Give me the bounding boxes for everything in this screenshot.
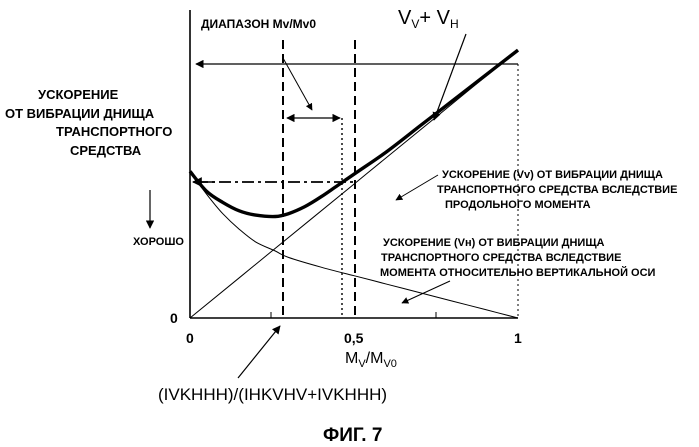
sum-label-plus: + V [419,7,450,29]
y-title-line-3: ТРАНСПОРТНОГО [56,124,172,139]
sum-label-leader [434,34,466,120]
x-label-m2: M [370,350,383,367]
y-axis-title: УСКОРЕНИЕ ОТ ВИБРАЦИИ ДНИЩА ТРАНСПОРТНОГ… [5,87,172,158]
vh-annotation-leader [402,281,450,303]
x-tick-label-0: 0 [186,330,194,346]
vh-annotation-line-2: ТРАНСПОРТНОГО СРЕДСТВА ВСЛЕДСТВИЕ [381,252,621,264]
good-label: ХОРОШО [133,236,184,248]
y-tick-label-0: 0 [170,310,178,326]
range-label-leader [283,58,312,110]
vv-annotation: УСКОРЕНИЕ (Vv) ОТ ВИБРАЦИИ ДНИЩА ТРАНСПО… [437,169,677,211]
vh-annotation-line-1: УСКОРЕНИЕ (Vн) ОТ ВИБРАЦИИ ДНИЩА [383,237,605,249]
formula-label: (IVKHHH)/(IHKVHV+IVKHHH) [158,385,387,404]
x-label-sub2: V0 [383,358,396,370]
y-title-line-4: СРЕДСТВА [70,143,142,158]
sum-label: VV+ VH [398,7,459,31]
x-tick-label-0-5: 0,5 [344,330,364,346]
vh-annotation-line-3: МОМЕНТА ОТНОСИТЕЛЬНО ВЕРТИКАЛЬНОЙ ОСИ [380,266,656,279]
range-label: ДИАПАЗОН Mv/Mv0 [201,17,316,31]
figure-caption: ФИГ. 7 [323,425,382,446]
vh-annotation: УСКОРЕНИЕ (Vн) ОТ ВИБРАЦИИ ДНИЩА ТРАНСПО… [380,237,656,279]
sum-label-sub1: V [411,17,419,31]
x-label-m1: M [345,350,358,367]
vv-annotation-leader [396,175,438,200]
sum-label-sub2: H [450,17,459,31]
x-tick-label-1: 1 [514,330,522,346]
sum-label-v1: V [398,7,412,29]
vv-annotation-line-3: ПРОДОЛЬНОГО МОМЕНТА [445,199,591,211]
y-title-line-1: УСКОРЕНИЕ [38,87,119,102]
x-axis-label: MV/MV0 [345,350,397,370]
formula-leader [238,326,280,378]
vv-annotation-line-1: УСКОРЕНИЕ (Vv) ОТ ВИБРАЦИИ ДНИЩА [442,169,663,181]
vv-annotation-line-2: ТРАНСПОРТНОГО СРЕДСТВА ВСЛЕДСТВИЕ [437,184,677,196]
y-title-line-2: ОТ ВИБРАЦИИ ДНИЩА [5,106,155,121]
